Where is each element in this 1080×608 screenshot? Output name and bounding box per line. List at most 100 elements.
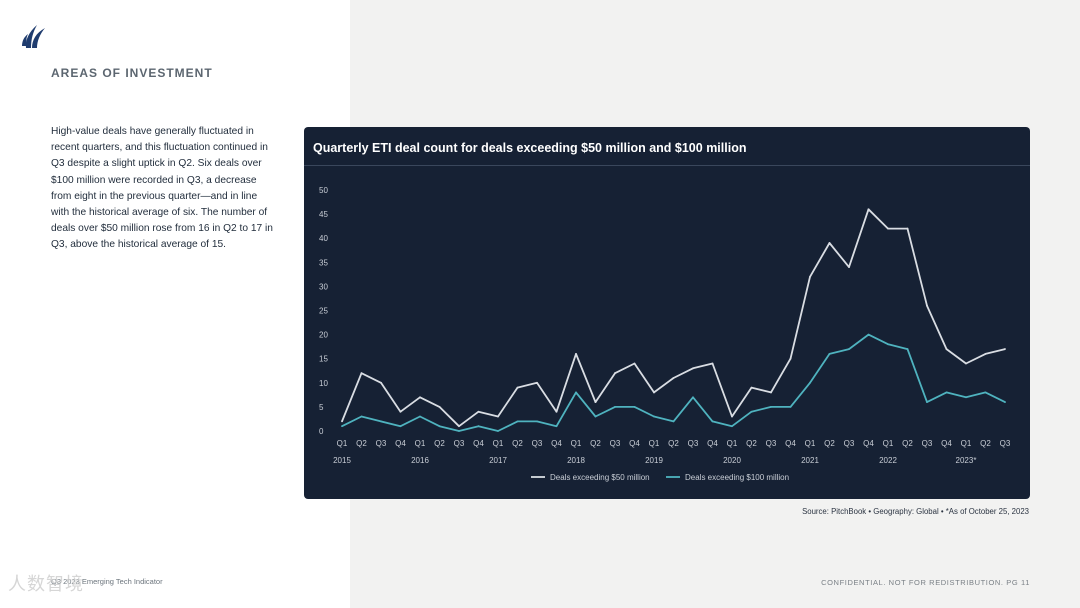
x-quarter-label: Q3 (532, 439, 543, 448)
point-100m (438, 425, 441, 428)
point-100m (458, 430, 460, 432)
body-text: High-value deals have generally fluctuat… (51, 126, 273, 251)
x-quarter-label: Q1 (571, 439, 582, 448)
x-quarter-label: Q3 (1000, 439, 1011, 448)
x-quarter-label: Q1 (883, 439, 894, 448)
x-quarter-label: Q1 (649, 439, 660, 448)
x-year-label: 2020 (723, 456, 741, 465)
x-quarter-label: Q3 (922, 439, 933, 448)
point-50m (789, 357, 792, 360)
x-quarter-label: Q4 (785, 439, 796, 448)
legend: Deals exceeding $50 million Deals exceedi… (531, 473, 789, 482)
y-tick-label: 15 (319, 355, 328, 364)
x-quarter-label: Q3 (688, 439, 699, 448)
x-quarter-label: Q4 (473, 439, 484, 448)
x-quarter-label: Q1 (493, 439, 504, 448)
x-quarter-label: Q3 (454, 439, 465, 448)
point-50m (984, 352, 987, 355)
x-quarter-label: Q2 (434, 439, 445, 448)
point-100m (516, 420, 519, 423)
x-year-label: 2021 (801, 456, 819, 465)
y-tick-label: 10 (319, 379, 328, 388)
point-50m (575, 352, 577, 355)
point-100m (926, 401, 928, 403)
point-100m (906, 348, 909, 350)
point-50m (438, 406, 441, 408)
left-panel: AREAS OF INVESTMENT High-value deals hav… (0, 0, 350, 608)
point-50m (594, 401, 597, 403)
point-100m (536, 420, 538, 423)
point-50m (536, 381, 538, 384)
point-100m (770, 406, 772, 408)
point-100m (672, 420, 675, 423)
x-quarter-label: Q2 (824, 439, 835, 448)
point-50m (848, 266, 850, 269)
point-100m (867, 333, 870, 336)
x-year-label: 2018 (567, 456, 585, 465)
pitchbook-logo-icon (22, 25, 45, 48)
point-100m (555, 425, 558, 428)
x-quarter-label: Q4 (551, 439, 562, 448)
point-50m (653, 391, 655, 394)
point-50m (477, 410, 480, 413)
point-100m (594, 415, 597, 418)
chart-card: Quarterly ETI deal count for deals excee… (304, 127, 1030, 499)
x-quarter-label: Q2 (668, 439, 679, 448)
y-tick-label: 35 (319, 258, 328, 267)
chart-title: Quarterly ETI deal count for deals excee… (313, 141, 747, 155)
x-quarter-label: Q2 (590, 439, 601, 448)
x-quarter-label: Q1 (337, 439, 348, 448)
point-50m (380, 381, 382, 384)
point-100m (360, 415, 363, 418)
point-50m (926, 304, 928, 307)
point-50m (672, 377, 675, 379)
x-quarter-label: Q4 (629, 439, 640, 448)
series-lines (341, 208, 1006, 432)
point-50m (770, 391, 772, 394)
x-year-label: 2023* (956, 456, 977, 465)
point-50m (516, 386, 519, 389)
point-100m (731, 425, 733, 428)
y-tick-label: 30 (319, 282, 328, 291)
point-100m (419, 415, 421, 418)
source-note: Source: PitchBook • Geography: Global • … (802, 507, 1029, 516)
x-quarter-label: Q3 (766, 439, 777, 448)
point-50m (828, 242, 831, 244)
y-tick-label: 0 (319, 427, 324, 436)
chart-title-divider (304, 165, 1030, 166)
point-100m (945, 391, 948, 394)
x-quarter-label: Q1 (805, 439, 816, 448)
x-quarter-label: Q2 (356, 439, 367, 448)
point-100m (789, 406, 792, 408)
point-100m (711, 420, 714, 423)
x-year-label: 2015 (333, 456, 351, 465)
x-year-label: 2022 (879, 456, 897, 465)
x-quarter-label: Q2 (512, 439, 523, 448)
point-100m (653, 415, 655, 418)
legend-label: Deals exceeding $50 million (550, 473, 650, 482)
point-50m (945, 348, 948, 350)
point-100m (380, 420, 382, 423)
point-50m (614, 372, 616, 375)
point-100m (341, 425, 343, 428)
x-year-label: 2017 (489, 456, 507, 465)
point-100m (750, 410, 753, 413)
point-100m (828, 352, 831, 355)
point-100m (575, 391, 577, 394)
x-quarter-label: Q3 (844, 439, 855, 448)
point-50m (692, 367, 694, 370)
x-year-label: 2019 (645, 456, 663, 465)
point-100m (497, 430, 499, 432)
x-quarter-label: Q1 (415, 439, 426, 448)
point-50m (458, 425, 460, 428)
point-50m (711, 362, 714, 365)
point-50m (341, 420, 343, 423)
point-50m (809, 275, 811, 278)
x-quarter-label: Q1 (961, 439, 972, 448)
x-quarter-label: Q2 (746, 439, 757, 448)
section-title: AREAS OF INVESTMENT (51, 66, 213, 80)
x-axis-labels: Q1 Q2 Q3 Q4 Q1 Q2 Q3 Q4 Q1 Q2 Q3 Q4 Q1 Q2 Q3 Q4 Q1 Q2 Q3 Q4… (333, 439, 1011, 465)
x-quarter-label: Q4 (941, 439, 952, 448)
point-100m (965, 396, 967, 399)
